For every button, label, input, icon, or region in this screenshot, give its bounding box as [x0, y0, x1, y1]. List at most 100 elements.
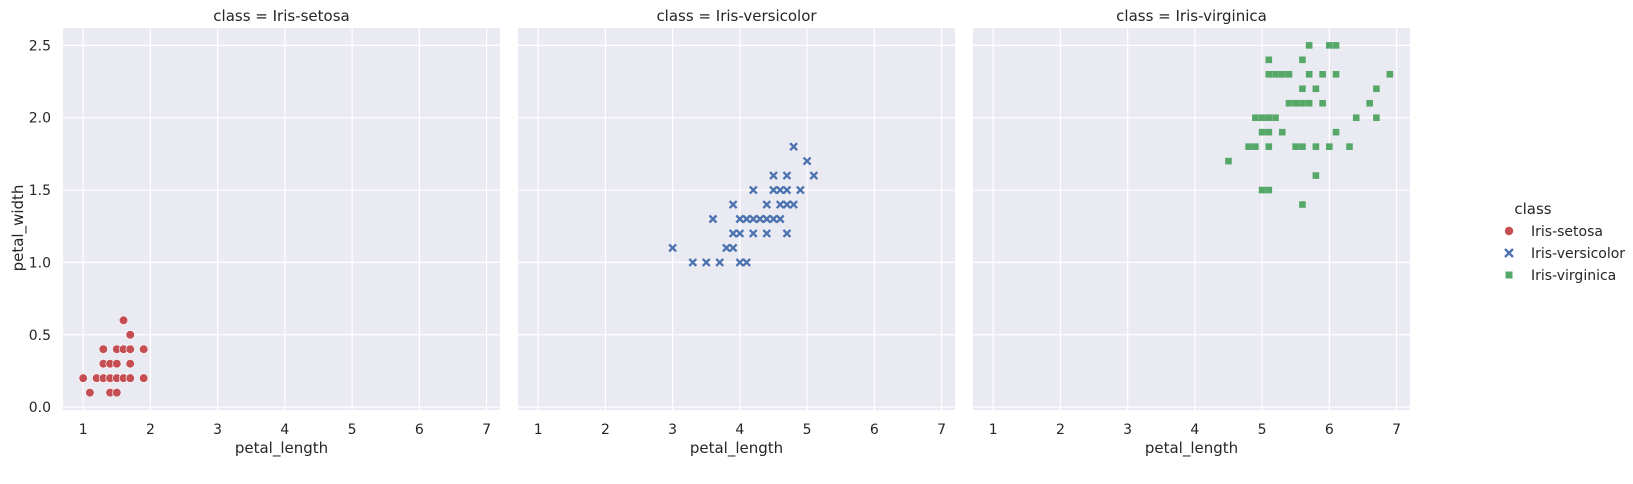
virginica-point — [1312, 143, 1320, 150]
versicolor-point — [715, 258, 725, 267]
legend: class Iris-setosa Iris-versicolor Iris-v… — [1504, 200, 1625, 284]
virginica-point — [1258, 128, 1266, 136]
setosa-point — [125, 359, 135, 369]
versicolor-point — [796, 185, 805, 195]
virginica-point — [1272, 114, 1279, 122]
virginica-point — [1373, 114, 1380, 122]
virginica-point — [1265, 114, 1273, 122]
panel-virginica-title: class = Iris-virginica — [1116, 7, 1267, 25]
virginica-point — [1245, 143, 1252, 150]
virginica-point — [1278, 128, 1286, 136]
legend-title: class — [1514, 200, 1551, 218]
panel-setosa-title: class = Iris-setosa — [213, 7, 349, 25]
y-axis-label: petal_width — [9, 185, 28, 272]
virginica-point — [1292, 143, 1300, 150]
setosa-point — [125, 344, 135, 354]
x-tick-label: 6 — [870, 422, 879, 438]
versicolor-point — [769, 214, 778, 224]
panel-versicolor-plot-area — [518, 28, 955, 410]
x-tick-label: 6 — [415, 422, 424, 438]
legend-label-setosa: Iris-setosa — [1531, 224, 1603, 240]
setosa-point — [78, 373, 88, 383]
versicolor-point — [728, 200, 738, 209]
versicolor-point — [735, 214, 745, 224]
versicolor-point — [775, 200, 785, 209]
versicolor-point — [762, 214, 772, 224]
virginica-point — [1366, 99, 1373, 107]
legend-item-virginica: Iris-virginica — [1505, 268, 1616, 284]
panel-virginica-plot-area — [973, 28, 1410, 410]
setosa-point — [112, 388, 122, 398]
x-tick-label: 4 — [1190, 422, 1199, 438]
x-tick-label: 3 — [668, 422, 677, 438]
virginica-point — [1252, 143, 1259, 150]
versicolor-point — [762, 229, 772, 238]
virginica-point — [1258, 114, 1266, 122]
virginica-point — [1225, 157, 1232, 165]
versicolor-point — [782, 185, 792, 195]
x-tick-label: 7 — [937, 422, 946, 438]
virginica-point — [1278, 71, 1286, 78]
legend-item-versicolor: Iris-versicolor — [1504, 246, 1625, 262]
setosa-point — [85, 388, 95, 398]
legend-square-marker — [1505, 271, 1513, 279]
virginica-point — [1332, 71, 1340, 78]
virginica-point — [1312, 172, 1320, 179]
panel-virginica-x-axis-label: petal_length — [1145, 439, 1238, 458]
virginica-point — [1299, 201, 1306, 208]
virginica-point — [1252, 114, 1259, 122]
x-tick-label: 2 — [146, 422, 155, 438]
virginica-point — [1265, 56, 1273, 64]
panel-virginica: 1 2 3 4 5 6 7 class = Iris-virginica petal_len… — [973, 7, 1410, 458]
x-tick-label: 5 — [1258, 422, 1267, 438]
legend-item-setosa: Iris-setosa — [1504, 224, 1603, 240]
versicolor-point — [789, 142, 798, 151]
versicolor-point — [701, 258, 711, 267]
y-tick-label: 1.0 — [29, 255, 51, 271]
versicolor-point — [802, 156, 812, 166]
setosa-point — [139, 373, 149, 383]
x-tick-label: 4 — [280, 422, 289, 438]
versicolor-point — [775, 185, 785, 195]
legend-circle-marker — [1504, 226, 1514, 236]
virginica-point — [1332, 42, 1340, 49]
setosa-point — [125, 373, 135, 383]
legend-label-virginica: Iris-virginica — [1531, 268, 1616, 284]
versicolor-point — [809, 171, 819, 180]
virginica-point — [1332, 128, 1340, 136]
virginica-point — [1265, 71, 1273, 78]
versicolor-point — [755, 214, 765, 224]
setosa-point — [112, 359, 122, 369]
y-tick-label: 0.5 — [29, 328, 51, 344]
setosa-point — [98, 344, 108, 354]
virginica-point — [1299, 143, 1306, 150]
virginica-point — [1272, 71, 1279, 78]
virginica-point — [1299, 99, 1306, 107]
versicolor-point — [762, 200, 772, 209]
x-tick-label: 2 — [1056, 422, 1065, 438]
panel-setosa-plot-area — [63, 28, 500, 410]
versicolor-point — [782, 229, 792, 238]
panel-setosa-x-axis-label: petal_length — [235, 439, 328, 458]
versicolor-point — [708, 214, 718, 224]
legend-label-versicolor: Iris-versicolor — [1531, 246, 1625, 262]
panel-versicolor: 1 2 3 4 5 6 7 class = Iris-versicolor petal_le… — [518, 7, 955, 458]
virginica-point — [1319, 71, 1326, 78]
versicolor-point — [728, 229, 738, 238]
virginica-point — [1305, 71, 1313, 78]
virginica-point — [1326, 143, 1333, 150]
virginica-point — [1299, 85, 1306, 93]
virginica-point — [1292, 99, 1300, 107]
versicolor-point — [728, 243, 738, 253]
virginica-point — [1352, 114, 1360, 122]
legend-x-marker — [1504, 248, 1514, 258]
virginica-point — [1258, 186, 1266, 194]
panel-versicolor-x-axis-label: petal_length — [690, 439, 783, 458]
panel-setosa: 1 2 3 4 5 6 7 0.0 0.5 1.0 1.5 2.0 2.5 class = Iris-… — [29, 7, 500, 458]
versicolor-point — [748, 214, 758, 224]
virginica-point — [1299, 56, 1306, 64]
x-tick-label: 3 — [1123, 422, 1132, 438]
versicolor-point — [735, 258, 745, 267]
x-tick-label: 2 — [601, 422, 610, 438]
